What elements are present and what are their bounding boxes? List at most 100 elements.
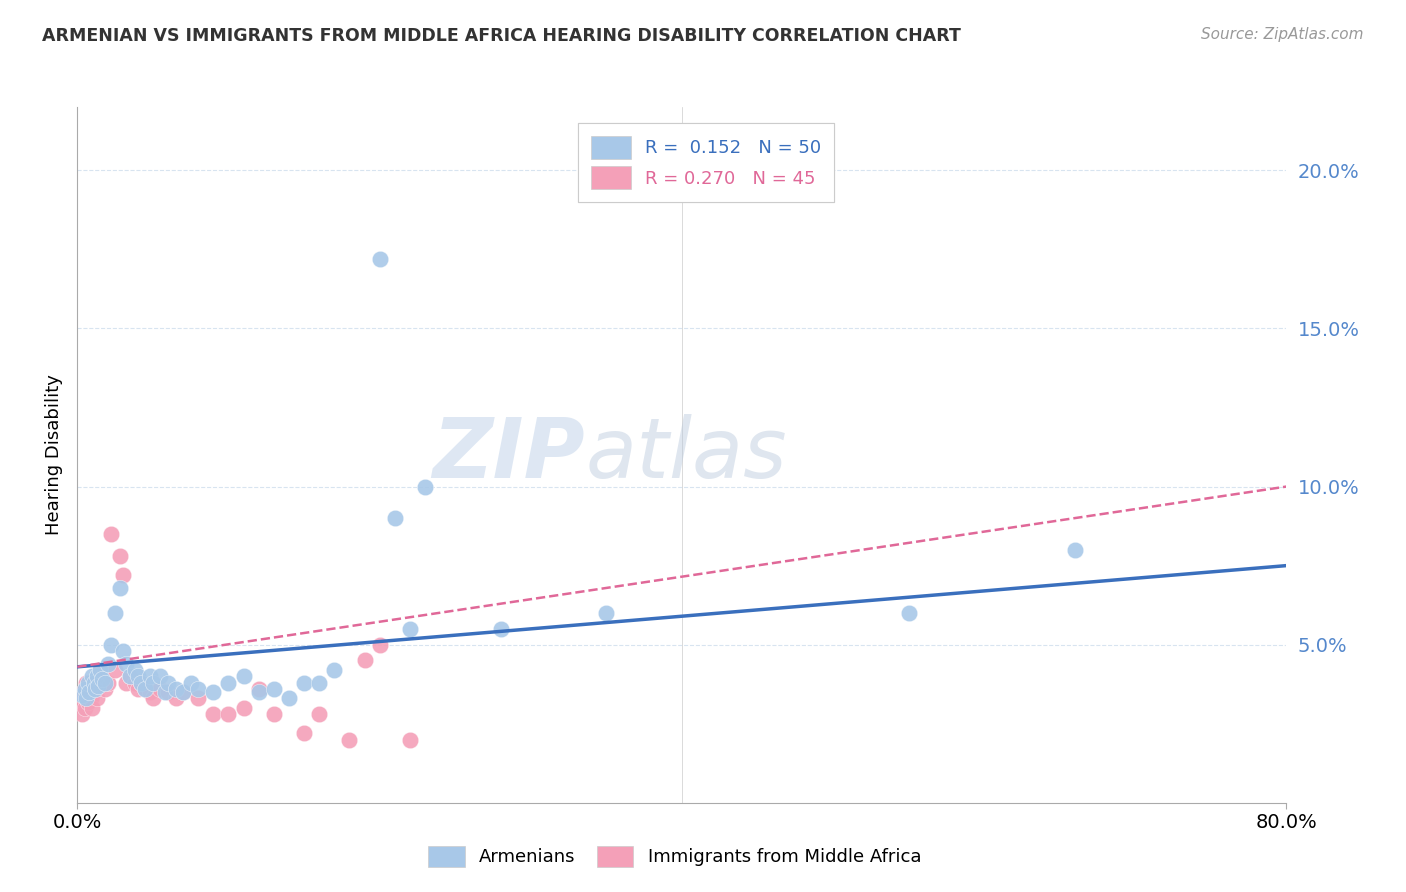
Point	[73, 681, 96, 696]
Point	[218, 675, 240, 690]
Point	[77, 675, 100, 690]
Point	[86, 691, 108, 706]
Point	[149, 681, 172, 696]
Point	[114, 657, 136, 671]
Point	[153, 685, 176, 699]
Point	[93, 675, 115, 690]
Point	[96, 675, 118, 690]
Point	[308, 707, 330, 722]
Point	[84, 681, 107, 696]
Point	[232, 701, 254, 715]
Point	[337, 732, 360, 747]
Y-axis label: Hearing Disability: Hearing Disability	[45, 375, 63, 535]
Point	[202, 685, 225, 699]
Point	[93, 681, 115, 696]
Point	[82, 701, 104, 715]
Point	[384, 511, 406, 525]
Point	[142, 675, 165, 690]
Point	[90, 673, 112, 687]
Point	[232, 669, 254, 683]
Point	[111, 644, 134, 658]
Point	[87, 675, 110, 690]
Point	[72, 685, 94, 699]
Point	[69, 695, 91, 709]
Point	[127, 681, 149, 696]
Point	[75, 675, 97, 690]
Point	[399, 732, 422, 747]
Point	[180, 675, 202, 690]
Point	[292, 726, 315, 740]
Point	[108, 549, 131, 563]
Point	[75, 691, 97, 706]
Point	[89, 663, 111, 677]
Point	[124, 675, 146, 690]
Point	[70, 707, 93, 722]
Point	[134, 681, 156, 696]
Point	[104, 663, 127, 677]
Point	[263, 681, 285, 696]
Point	[897, 606, 920, 620]
Point	[77, 695, 100, 709]
Point	[187, 691, 209, 706]
Point	[187, 681, 209, 696]
Point	[79, 685, 101, 699]
Point	[73, 701, 96, 715]
Text: ARMENIAN VS IMMIGRANTS FROM MIDDLE AFRICA HEARING DISABILITY CORRELATION CHART: ARMENIAN VS IMMIGRANTS FROM MIDDLE AFRIC…	[42, 27, 962, 45]
Point	[202, 707, 225, 722]
Point	[165, 691, 187, 706]
Point	[218, 707, 240, 722]
Point	[139, 669, 162, 683]
Point	[172, 685, 194, 699]
Point	[489, 622, 512, 636]
Point	[80, 691, 103, 706]
Point	[247, 681, 270, 696]
Point	[292, 675, 315, 690]
Point	[247, 685, 270, 699]
Point	[323, 663, 346, 677]
Point	[129, 675, 152, 690]
Point	[120, 669, 142, 683]
Point	[413, 479, 436, 493]
Point	[120, 669, 142, 683]
Legend: Armenians, Immigrants from Middle Africa: Armenians, Immigrants from Middle Africa	[422, 838, 928, 874]
Point	[172, 685, 194, 699]
Point	[134, 681, 156, 696]
Text: atlas: atlas	[585, 415, 787, 495]
Point	[157, 685, 180, 699]
Point	[129, 675, 152, 690]
Point	[96, 657, 118, 671]
Point	[70, 688, 93, 702]
Point	[114, 675, 136, 690]
Point	[83, 675, 105, 690]
Point	[124, 663, 146, 677]
Text: ZIP: ZIP	[433, 415, 585, 495]
Point	[100, 527, 122, 541]
Point	[127, 669, 149, 683]
Point	[84, 681, 107, 696]
Point	[89, 663, 111, 677]
Point	[1064, 542, 1087, 557]
Point	[278, 691, 301, 706]
Point	[149, 669, 172, 683]
Point	[308, 675, 330, 690]
Point	[368, 252, 391, 266]
Text: Source: ZipAtlas.com: Source: ZipAtlas.com	[1201, 27, 1364, 42]
Point	[139, 685, 162, 699]
Legend: R =  0.152   N = 50, R = 0.270   N = 45: R = 0.152 N = 50, R = 0.270 N = 45	[578, 123, 834, 202]
Point	[79, 681, 101, 696]
Point	[157, 675, 180, 690]
Point	[263, 707, 285, 722]
Point	[368, 638, 391, 652]
Point	[104, 606, 127, 620]
Point	[90, 669, 112, 683]
Point	[165, 681, 187, 696]
Point	[108, 581, 131, 595]
Point	[82, 669, 104, 683]
Point	[100, 638, 122, 652]
Point	[142, 691, 165, 706]
Point	[83, 675, 105, 690]
Point	[353, 653, 375, 667]
Point	[399, 622, 422, 636]
Point	[595, 606, 617, 620]
Point	[86, 669, 108, 683]
